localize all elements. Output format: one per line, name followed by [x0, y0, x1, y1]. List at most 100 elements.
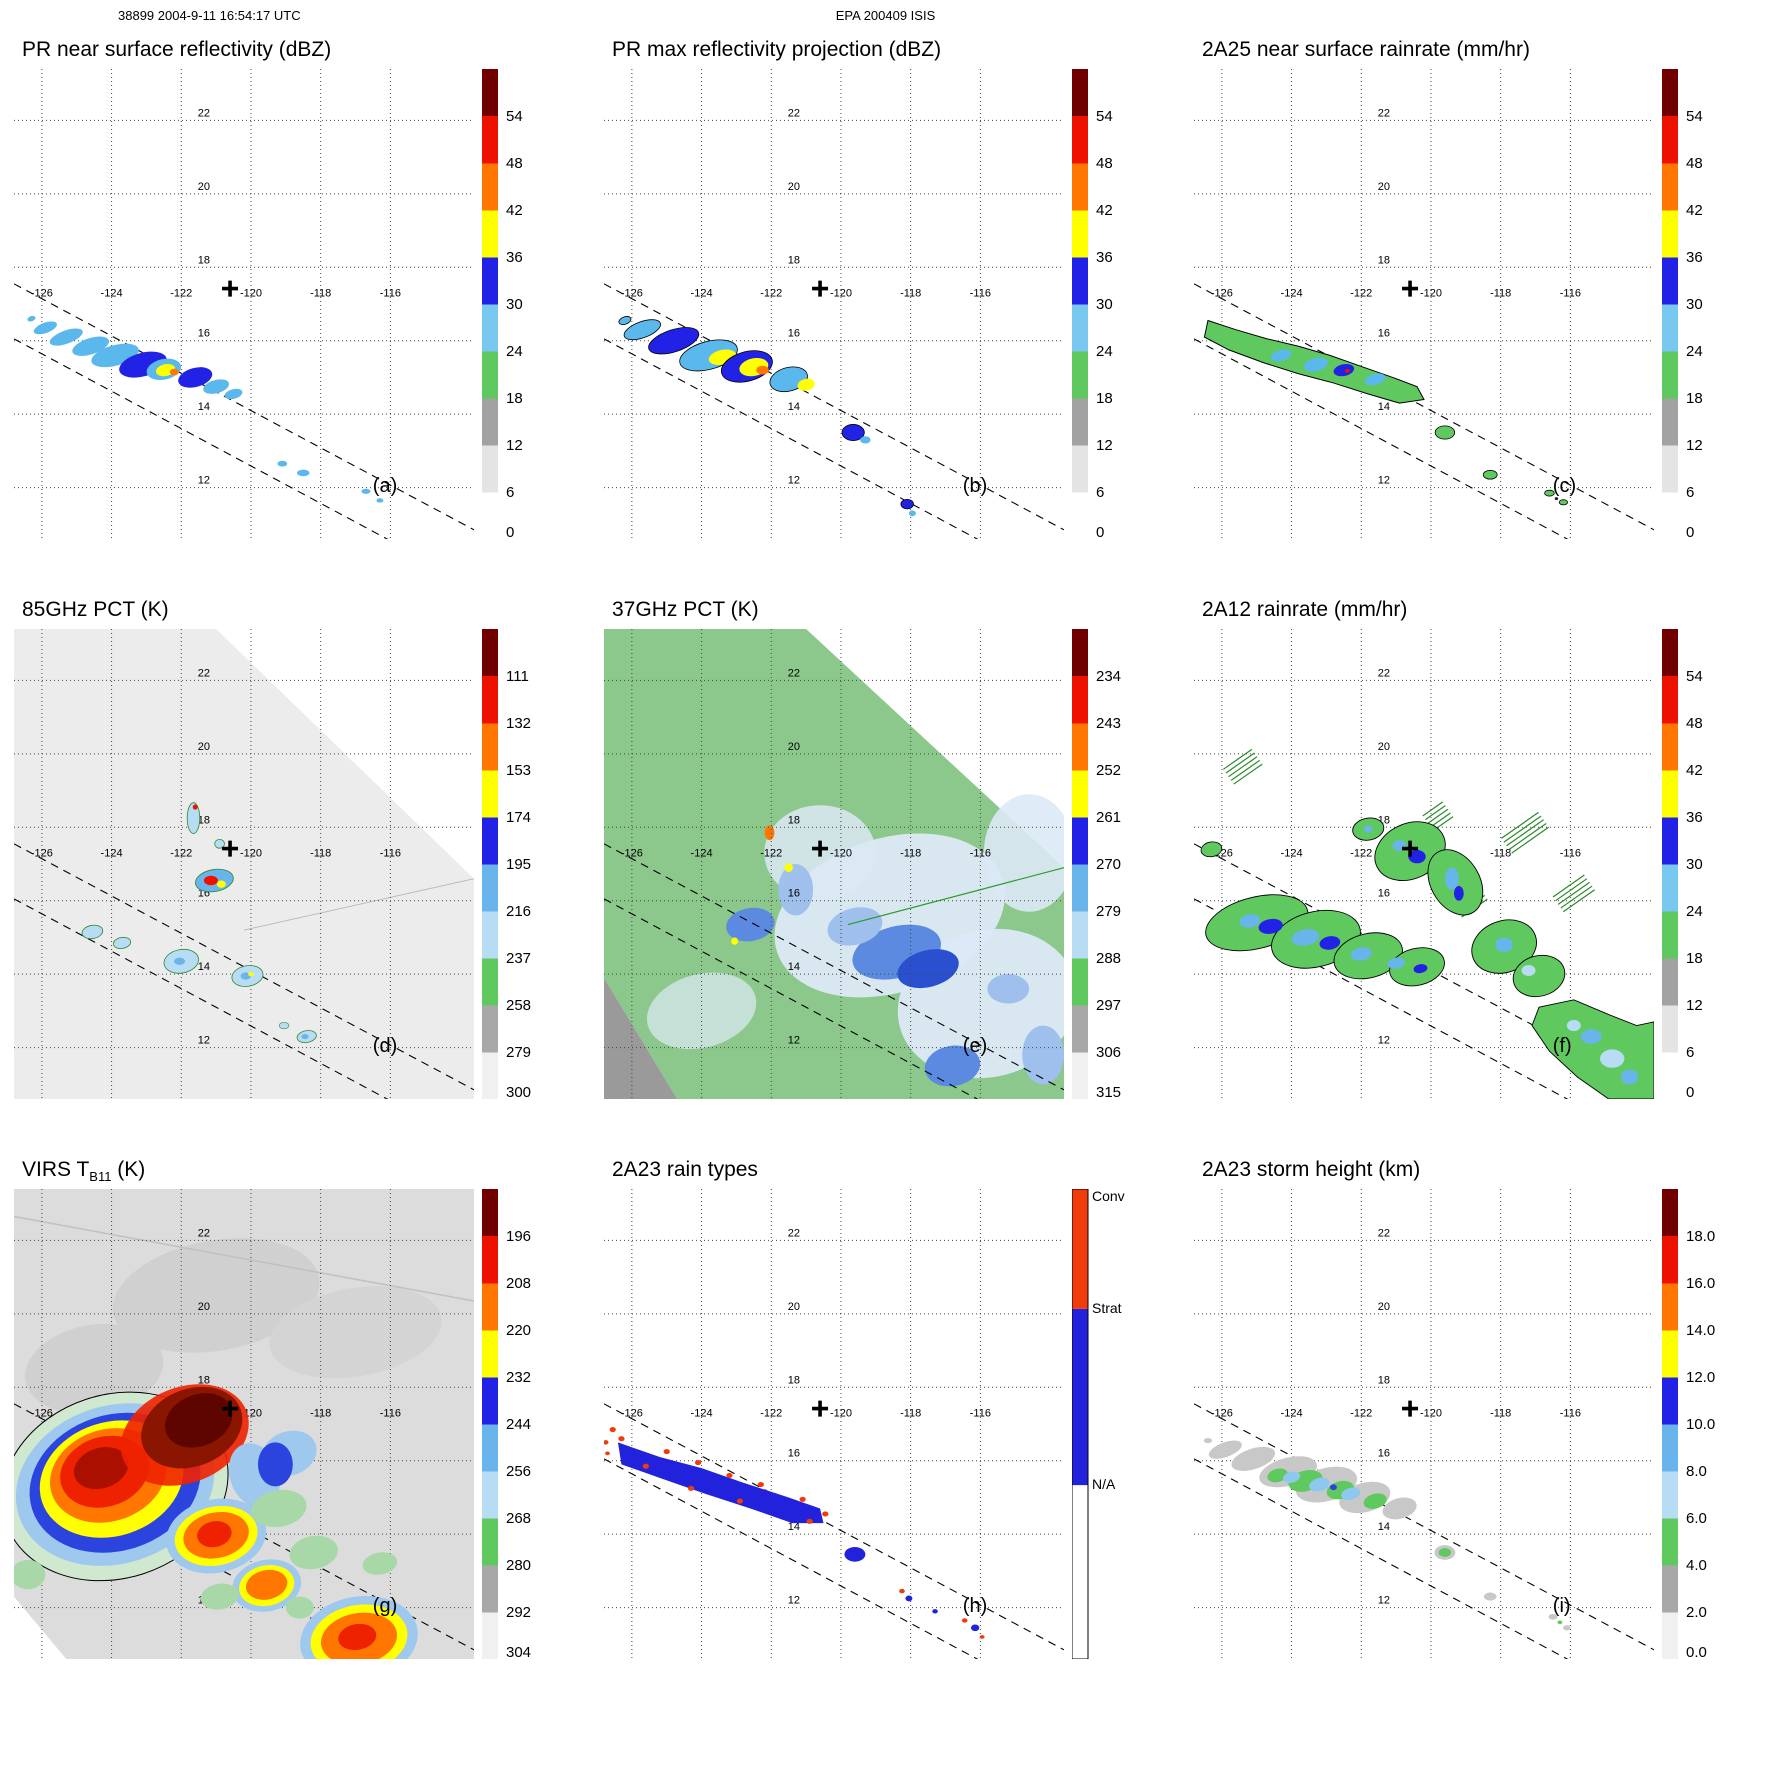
colorbar-segment — [482, 817, 498, 865]
colorbar-outline — [1072, 1189, 1089, 1659]
colorbar-tick-label: 111 — [506, 668, 529, 685]
colorbar-segment — [1072, 864, 1088, 912]
colorbar: 0 6 12 18 24 30 36 42 48 54 — [1662, 629, 1738, 1099]
colorbar-segment — [1072, 676, 1088, 724]
colorbar-segment — [1072, 257, 1088, 305]
colorbar-segment — [482, 257, 498, 305]
colorbar-tick-label: 6 — [1096, 484, 1104, 501]
colorbar-segment — [482, 676, 498, 724]
svg-text:18: 18 — [198, 254, 210, 266]
svg-text:22: 22 — [788, 107, 800, 119]
svg-text:14: 14 — [788, 961, 800, 973]
panel-letter: (b) — [963, 475, 987, 497]
panel-title: 2A23 storm height (km) — [1202, 1158, 1770, 1184]
colorbar-tick-label: 304 — [506, 1644, 531, 1659]
svg-text:18: 18 — [788, 1374, 800, 1386]
colorbar-tick-label: 297 — [1096, 997, 1121, 1014]
colorbar-tick-label: 36 — [1096, 249, 1113, 266]
colorbar-svg-pr-near-surface-reflectivity: 0 6 12 18 24 30 36 42 48 54 — [482, 69, 523, 539]
svg-text:22: 22 — [788, 667, 800, 679]
colorbar-tick-label: 12.0 — [1686, 1369, 1715, 1386]
storm-center-marker — [222, 280, 239, 297]
colorbar-tick-label: 288 — [1096, 950, 1121, 967]
map-features — [14, 1384, 418, 1659]
panel-title-text: PR max reflectivity projection (dBZ) — [612, 38, 942, 61]
svg-text:-120: -120 — [240, 288, 262, 300]
colorbar-tick-label: 0 — [1096, 524, 1104, 539]
svg-text:-126: -126 — [31, 288, 53, 300]
map-svg-pr-near-surface-reflectivity: -126 -124 -122 -120 -118 -116 22 20 18 16 14 12 (a) — [14, 69, 474, 539]
colorbar-segment — [1072, 304, 1088, 352]
colorbar-tick-label: 12 — [1686, 997, 1703, 1014]
map-area: -126 -124 -122 -120 -118 -116 22 20 18 16 14 12 (d) — [14, 629, 474, 1099]
colorbar-tick-label: 243 — [1096, 715, 1121, 732]
map-gridlines — [604, 69, 1064, 539]
colorbar-svg-pr-max-reflectivity-projection: 0 6 12 18 24 30 36 42 48 54 — [1072, 69, 1113, 539]
svg-text:-122: -122 — [170, 288, 192, 300]
colorbar-segment — [1072, 770, 1088, 818]
panel-g-virs-tb11: VIRS TB11 (K) -126-124-122-120-118-11622… — [0, 1154, 590, 1714]
colorbar-segment — [1662, 770, 1678, 818]
panel-title: 2A12 rainrate (mm/hr) — [1202, 598, 1770, 624]
colorbar-segment — [1072, 445, 1088, 493]
swath-dashed-lines — [604, 843, 1064, 1099]
panel-title-text: VIRS T — [22, 1158, 90, 1181]
svg-text:-120: -120 — [830, 288, 852, 300]
colorbar-tick-label: 10.0 — [1686, 1416, 1715, 1433]
map-grid-labels: -126 -124 -122 -120 -118 -116 22 20 18 16 14 12 — [1211, 107, 1581, 486]
colorbar-segment — [1662, 911, 1678, 959]
storm-center-marker — [1402, 1400, 1419, 1417]
colorbar-tick-label: 54 — [1686, 108, 1703, 125]
svg-text:20: 20 — [788, 181, 800, 193]
colorbar-tick-label: N/A — [1092, 1476, 1116, 1492]
colorbar-segment — [1662, 1471, 1678, 1519]
swath-dashed-lines — [1194, 283, 1654, 539]
figure-header: 38899 2004-9-11 16:54:17 UTC EPA 200409 … — [0, 0, 1771, 34]
colorbar-tick-label: 280 — [506, 1557, 531, 1574]
svg-text:-118: -118 — [900, 288, 921, 300]
colorbar-tick-label: 48 — [506, 155, 523, 172]
svg-text:-120: -120 — [1420, 288, 1442, 300]
colorbar-tick-label: 6.0 — [1686, 1510, 1707, 1527]
map-background — [14, 629, 474, 1099]
map-gridlines — [14, 69, 474, 539]
colorbar-tick-label: 12 — [1096, 437, 1113, 454]
svg-text:-118: -118 — [310, 1408, 331, 1420]
map-area: -126 -124 -122 -120 -118 -116 22 20 18 16 14 12 (b) — [604, 69, 1064, 539]
colorbar-segment — [1072, 1308, 1088, 1486]
map-features — [1200, 748, 1654, 1099]
svg-text:22: 22 — [1378, 107, 1390, 119]
svg-text:-122: -122 — [760, 848, 782, 860]
map-area: -126 -124 -122 -120 -118 -116 22 20 18 16 14 12 (h) — [604, 1189, 1064, 1659]
colorbar-segment — [1662, 210, 1678, 258]
svg-text:-122: -122 — [760, 288, 782, 300]
svg-text:-116: -116 — [1560, 288, 1581, 300]
svg-text:-120: -120 — [830, 1408, 852, 1420]
colorbar-tick-label: 220 — [506, 1322, 531, 1339]
colorbar-tick-label: 4.0 — [1686, 1557, 1707, 1574]
svg-text:-126: -126 — [621, 848, 643, 860]
swath-dashed-lines — [14, 283, 474, 539]
colorbar-segment — [1072, 210, 1088, 258]
svg-text:12: 12 — [1378, 1595, 1390, 1607]
svg-text:12: 12 — [1378, 1035, 1390, 1047]
svg-text:14: 14 — [198, 401, 210, 413]
colorbar-segment — [482, 1283, 498, 1331]
svg-text:-116: -116 — [970, 288, 991, 300]
colorbar-segment — [482, 1236, 498, 1284]
panel-title: 85GHz PCT (K) — [22, 598, 590, 624]
svg-text:-118: -118 — [1490, 1408, 1511, 1420]
svg-text:20: 20 — [198, 741, 210, 753]
colorbar-segment — [1072, 817, 1088, 865]
svg-text:16: 16 — [1378, 888, 1390, 900]
svg-text:18: 18 — [1378, 254, 1390, 266]
svg-text:14: 14 — [198, 961, 210, 973]
svg-text:-116: -116 — [1560, 1408, 1581, 1420]
colorbar-segment — [1072, 1485, 1088, 1659]
panel-letter: (f) — [1553, 1035, 1572, 1057]
map-svg-37ghz-pct: -126 -124 -122 -120 -118 -116 22 20 18 16 14 12 (e) — [604, 629, 1064, 1099]
colorbar-tick-label: 30 — [1096, 296, 1113, 313]
